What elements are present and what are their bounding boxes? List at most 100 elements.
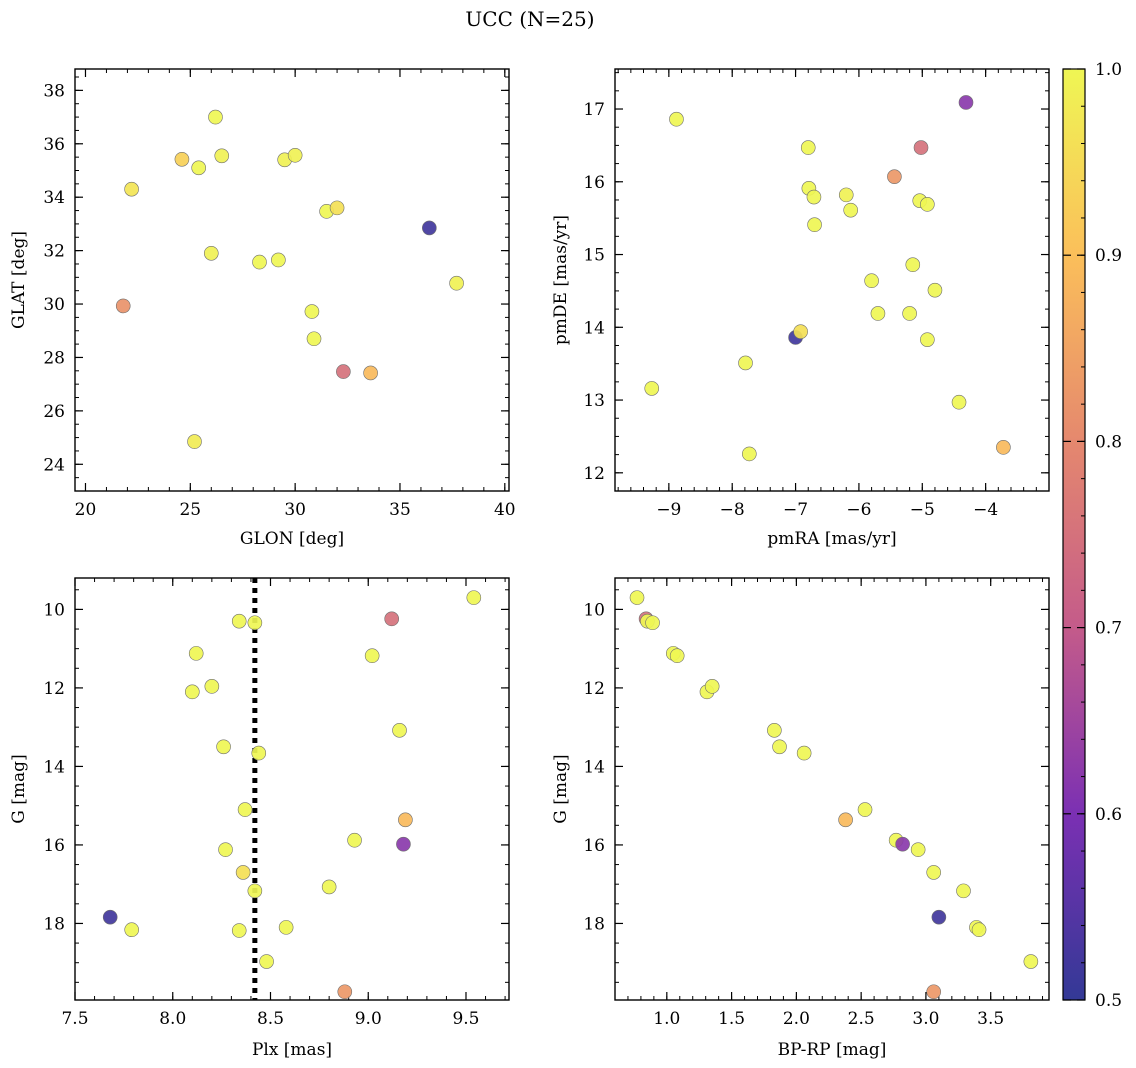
- y-tick-label: 38: [43, 81, 65, 101]
- x-tick-label: −5: [910, 500, 935, 520]
- x-tick-label: 8.0: [159, 1009, 186, 1029]
- data-point: [913, 140, 929, 155]
- data-point: [398, 812, 413, 828]
- y-tick-label: 14: [583, 318, 605, 338]
- data-point: [644, 381, 660, 396]
- y-tick-label: 36: [43, 135, 65, 155]
- data-point: [927, 282, 943, 298]
- data-point: [204, 679, 220, 694]
- data-point: [422, 220, 437, 236]
- y-tick-label: 16: [583, 836, 605, 856]
- data-point: [191, 160, 207, 176]
- y-tick-label: 18: [583, 914, 605, 934]
- data-point: [742, 446, 757, 462]
- x-tick-label: 8.5: [257, 1009, 284, 1029]
- data-point: [807, 217, 822, 233]
- y-axis-label: G [mag]: [9, 754, 29, 823]
- subplot-pmra-pmde: −9 −8 −7 −6 −5 −4 12 13 14 15 16 17 pmRA [mas/yr] pmD…: [551, 68, 1050, 549]
- y-tick-label: 34: [43, 188, 65, 208]
- y-axis-label: pmDE [mas/yr]: [551, 215, 571, 345]
- x-tick-label: 2.0: [783, 1009, 810, 1029]
- data-point: [767, 723, 782, 738]
- data-point: [203, 245, 219, 261]
- data-point: [449, 275, 464, 291]
- data-point: [252, 254, 267, 270]
- data-point: [704, 679, 720, 694]
- axes-frame: [74, 68, 510, 492]
- data-point: [1023, 954, 1039, 969]
- data-point: [958, 95, 974, 110]
- y-axis-label: G [mag]: [551, 754, 571, 823]
- data-point: [218, 842, 233, 857]
- subplot-glon-glat: 20 25 30 35 40 24 26 28 30 32 34 36 38 GLON [deg] GLAT…: [9, 68, 516, 549]
- data-point: [208, 109, 223, 125]
- x-tick-label: −9: [656, 500, 681, 520]
- data-point: [187, 434, 202, 449]
- data-point: [629, 590, 645, 605]
- data-point: [772, 739, 787, 755]
- data-point: [329, 200, 345, 216]
- y-tick-label: 12: [43, 679, 65, 699]
- x-tick-label: 25: [179, 500, 201, 520]
- x-tick-label: 20: [75, 500, 97, 520]
- data-point: [920, 332, 935, 347]
- data-point: [247, 615, 263, 631]
- data-point: [895, 836, 910, 852]
- x-axis-label: pmRA [mas/yr]: [767, 529, 896, 549]
- data-point: [902, 306, 917, 321]
- data-point: [905, 257, 921, 273]
- x-tick-label: 3.0: [912, 1009, 939, 1029]
- y-tick-label: 14: [583, 757, 605, 777]
- colorbar-tick-label: 0.8: [1095, 432, 1122, 452]
- axes-frame: [74, 577, 510, 1001]
- data-point: [115, 298, 131, 314]
- y-tick-label: 24: [43, 455, 65, 475]
- data-point: [392, 723, 407, 738]
- data-point: [931, 909, 947, 925]
- x-tick-label: 35: [389, 500, 411, 520]
- data-point: [337, 984, 353, 1000]
- data-point: [384, 611, 400, 627]
- subplot-bprp-g: 1.0 1.5 2.0 2.5 3.0 3.5 10 12 14 16 18 BP-RP [mag] G…: [551, 577, 1050, 1060]
- data-point: [857, 802, 873, 817]
- data-point: [347, 832, 362, 848]
- data-point: [466, 590, 482, 605]
- data-point: [184, 684, 200, 700]
- colorbar-tick-label: 0.5: [1095, 991, 1122, 1011]
- data-point: [321, 879, 337, 895]
- axes-frame: [614, 68, 1050, 492]
- data-point: [363, 365, 378, 381]
- colorbar: 0.5 0.6 0.7 0.8 0.9 1.0: [1062, 60, 1122, 1011]
- data-point: [956, 883, 971, 899]
- x-tick-label: −6: [846, 500, 871, 520]
- data-point: [920, 197, 935, 212]
- colorbar-tick-label: 0.6: [1095, 805, 1122, 825]
- x-axis-label: BP-RP [mag]: [778, 1040, 887, 1060]
- y-tick-label: 18: [43, 914, 65, 934]
- data-point: [864, 273, 879, 289]
- x-tick-label: 2.5: [848, 1009, 875, 1029]
- colorbar-tick-label: 1.0: [1095, 60, 1122, 80]
- data-point: [800, 140, 816, 155]
- y-tick-label: 30: [43, 295, 65, 315]
- x-tick-label: 1.0: [653, 1009, 680, 1029]
- y-tick-label: 17: [583, 100, 605, 120]
- data-point: [838, 812, 853, 828]
- subplots: 20 25 30 35 40 24 26 28 30 32 34 36 38 GLON [deg] GLAT…: [9, 68, 1050, 1060]
- data-point: [843, 202, 858, 218]
- data-point: [278, 920, 294, 935]
- y-tick-label: 12: [583, 679, 605, 699]
- x-tick-label: 40: [494, 500, 516, 520]
- data-point: [926, 984, 941, 1000]
- data-point: [247, 883, 263, 899]
- data-point: [951, 394, 967, 410]
- x-tick-label: −7: [783, 500, 808, 520]
- x-tick-label: 30: [284, 500, 306, 520]
- subplot-plx-g: 7.5 8.0 8.5 9.0 9.5 10 12 14 16 18 Plx [mas] G [mag…: [9, 577, 510, 1060]
- x-tick-label: 3.5: [977, 1009, 1004, 1029]
- figure-title: UCC (N=25): [465, 7, 594, 31]
- y-tick-label: 10: [583, 600, 605, 620]
- data-point: [251, 745, 267, 761]
- data-point: [796, 745, 812, 761]
